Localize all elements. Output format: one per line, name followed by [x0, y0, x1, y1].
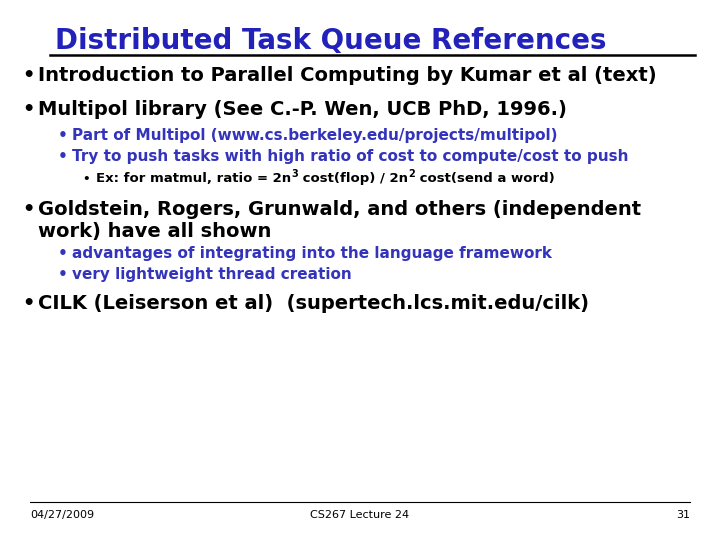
Text: CILK (Leiserson et al)  (supertech.lcs.mit.edu/cilk): CILK (Leiserson et al) (supertech.lcs.mi…: [38, 294, 589, 313]
Text: •: •: [58, 267, 68, 282]
Text: Introduction to Parallel Computing by Kumar et al (text): Introduction to Parallel Computing by Ku…: [38, 66, 657, 85]
Text: work) have all shown: work) have all shown: [38, 222, 271, 241]
Text: cost(flop) / 2n: cost(flop) / 2n: [298, 172, 408, 185]
Text: Part of Multipol (www.cs.berkeley.edu/projects/multipol): Part of Multipol (www.cs.berkeley.edu/pr…: [72, 128, 557, 143]
Text: •: •: [58, 149, 68, 164]
Text: 31: 31: [676, 510, 690, 520]
Text: •: •: [82, 173, 89, 186]
Text: Try to push tasks with high ratio of cost to compute/cost to push: Try to push tasks with high ratio of cos…: [72, 149, 629, 164]
Text: Distributed Task Queue References: Distributed Task Queue References: [55, 27, 606, 55]
Text: •: •: [22, 66, 35, 85]
Text: •: •: [58, 128, 68, 143]
Text: •: •: [58, 246, 68, 261]
Text: Goldstein, Rogers, Grunwald, and others (independent: Goldstein, Rogers, Grunwald, and others …: [38, 200, 641, 219]
Text: CS267 Lecture 24: CS267 Lecture 24: [310, 510, 410, 520]
Text: advantages of integrating into the language framework: advantages of integrating into the langu…: [72, 246, 552, 261]
Text: •: •: [22, 294, 35, 313]
Text: Ex: for matmul, ratio = 2n: Ex: for matmul, ratio = 2n: [96, 172, 291, 185]
Text: •: •: [22, 200, 35, 219]
Text: cost(send a word): cost(send a word): [415, 172, 554, 185]
Text: 3: 3: [291, 169, 298, 179]
Text: •: •: [22, 100, 35, 119]
Text: 2: 2: [408, 169, 415, 179]
Text: 04/27/2009: 04/27/2009: [30, 510, 94, 520]
Text: very lightweight thread creation: very lightweight thread creation: [72, 267, 352, 282]
Text: Multipol library (See C.-P. Wen, UCB PhD, 1996.): Multipol library (See C.-P. Wen, UCB PhD…: [38, 100, 567, 119]
